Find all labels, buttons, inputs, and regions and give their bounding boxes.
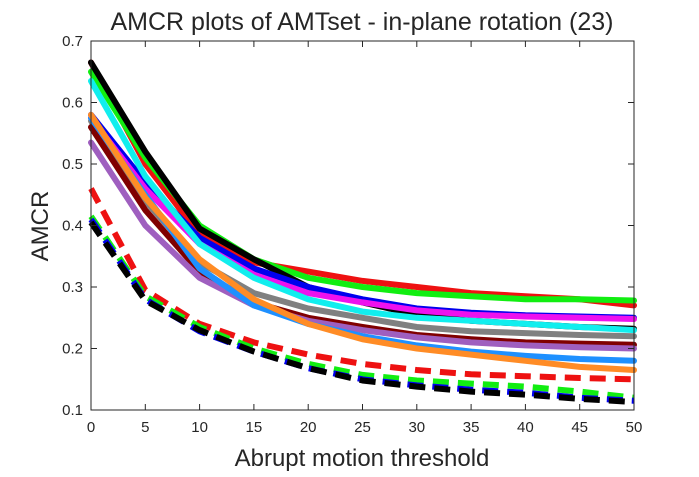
y-tick-label: 0.3 xyxy=(62,279,83,296)
x-tick-label: 15 xyxy=(246,419,263,436)
dashed-series-line-12 xyxy=(88,187,635,383)
y-axis-label: AMCR xyxy=(27,191,54,262)
x-tick-label: 20 xyxy=(300,419,317,436)
series-line-9 xyxy=(88,139,637,352)
y-tick-label: 0.1 xyxy=(62,402,83,419)
x-tick-label: 30 xyxy=(408,419,425,436)
x-tick-label: 5 xyxy=(141,419,149,436)
chart-title: AMCR plots of AMTset - in-plane rotation… xyxy=(111,8,614,36)
series-line-8 xyxy=(88,124,637,348)
series-layer xyxy=(88,59,637,405)
x-tick-label: 40 xyxy=(517,419,534,436)
x-tick-label: 35 xyxy=(463,419,480,436)
x-tick-label: 45 xyxy=(571,419,588,436)
x-tick-label: 50 xyxy=(626,419,643,436)
y-tick-label: 0.6 xyxy=(62,95,83,112)
y-tick-label: 0.7 xyxy=(62,33,83,50)
y-tick-label: 0.5 xyxy=(62,156,83,173)
dashed-series-line-13 xyxy=(88,214,635,401)
x-tick-label: 25 xyxy=(354,419,371,436)
y-tick-label: 0.4 xyxy=(62,218,83,235)
y-tick-label: 0.2 xyxy=(62,341,83,358)
dashed-series-line-15 xyxy=(88,220,635,405)
ticks-layer: 0 5 10 15 20 25 30 35 40 45 50 0.1 0.2 0.3 0.4 0.5 0.6 0.… xyxy=(62,33,642,436)
x-tick-label: 10 xyxy=(191,419,208,436)
series-line-11 xyxy=(88,111,637,373)
x-tick-label: 0 xyxy=(87,419,95,436)
x-axis-label: Abrupt motion threshold xyxy=(235,445,490,472)
series-line-6 xyxy=(88,78,637,334)
